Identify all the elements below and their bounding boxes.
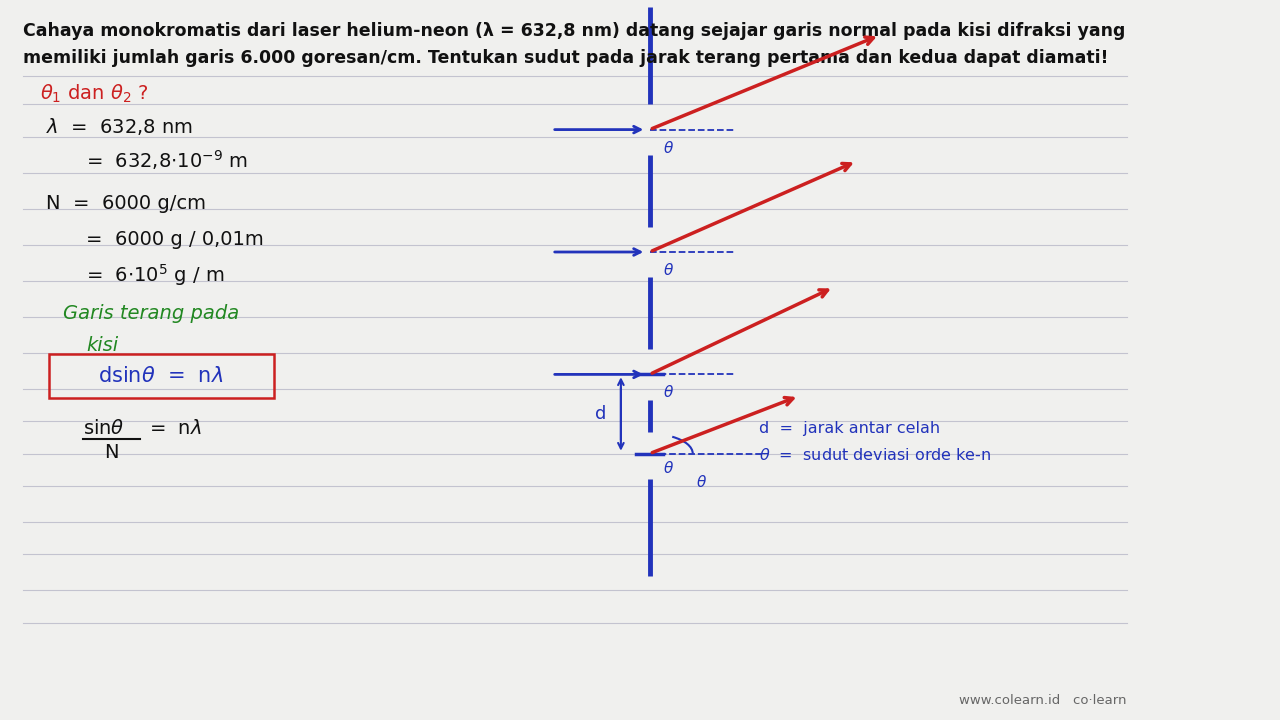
Text: $\theta$: $\theta$	[663, 140, 675, 156]
Text: $\lambda$  =  632,8 nm: $\lambda$ = 632,8 nm	[46, 115, 193, 137]
Text: N  =  6000 g/cm: N = 6000 g/cm	[46, 194, 206, 212]
Text: $\theta$: $\theta$	[695, 474, 707, 490]
Text: www.colearn.id   co·learn: www.colearn.id co·learn	[959, 694, 1126, 707]
Text: =  6$\cdot$10$^5$ g / m: = 6$\cdot$10$^5$ g / m	[86, 262, 224, 288]
Text: d  =  jarak antar celah: d = jarak antar celah	[759, 421, 940, 436]
Text: $\theta$: $\theta$	[663, 384, 675, 400]
Text: =  6000 g / 0,01m: = 6000 g / 0,01m	[86, 230, 264, 248]
Text: d: d	[594, 405, 605, 423]
Text: $\theta_1$ dan $\theta_2$ ?: $\theta_1$ dan $\theta_2$ ?	[40, 83, 148, 104]
Text: dsin$\theta$  =  n$\lambda$: dsin$\theta$ = n$\lambda$	[99, 366, 224, 386]
Text: =  n$\lambda$: = n$\lambda$	[150, 419, 202, 438]
Text: $\theta$: $\theta$	[663, 460, 675, 476]
Text: sin$\theta$: sin$\theta$	[83, 419, 124, 438]
Text: kisi: kisi	[86, 336, 118, 355]
Text: Garis terang pada: Garis terang pada	[63, 304, 239, 323]
Text: memiliki jumlah garis 6.000 goresan/cm. Tentukan sudut pada jarak terang pertama: memiliki jumlah garis 6.000 goresan/cm. …	[23, 49, 1108, 67]
Text: Cahaya monokromatis dari laser helium-neon (λ = 632,8 nm) datang sejajar garis n: Cahaya monokromatis dari laser helium-ne…	[23, 22, 1125, 40]
Text: =  632,8$\cdot$10$^{-9}$ m: = 632,8$\cdot$10$^{-9}$ m	[86, 148, 248, 172]
Text: N: N	[104, 443, 119, 462]
Text: $\theta$: $\theta$	[663, 262, 675, 278]
Text: $\theta$  =  sudut deviasi orde ke-n: $\theta$ = sudut deviasi orde ke-n	[759, 447, 991, 463]
